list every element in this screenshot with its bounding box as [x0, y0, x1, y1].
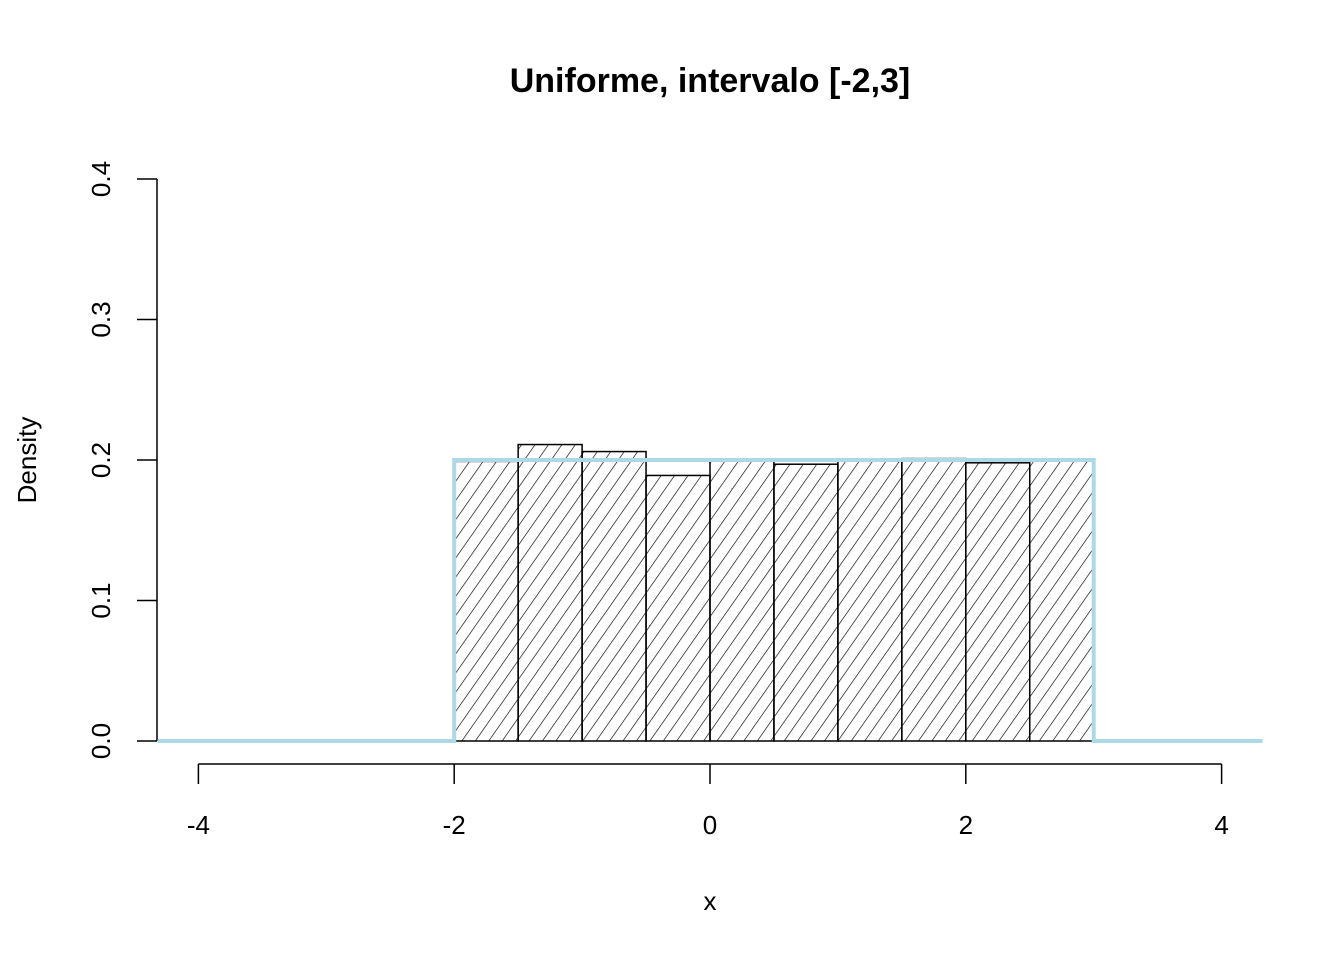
x-tick-label: 4	[1214, 810, 1228, 840]
x-tick-label: 2	[959, 810, 973, 840]
histogram-bar	[645, 474, 711, 742]
chart-title: Uniforme, intervalo [-2,3]	[510, 62, 911, 100]
y-tick-label: 0.0	[86, 723, 116, 759]
y-axis-label: Density	[12, 417, 42, 504]
y-tick-label: 0.1	[86, 582, 116, 618]
y-tick-label: 0.2	[86, 442, 116, 478]
histogram-bar	[837, 459, 903, 742]
y-tick-label: 0.3	[86, 301, 116, 337]
x-axis-label: x	[704, 886, 717, 916]
y-tick-label: 0.4	[86, 161, 116, 197]
x-tick-label: -4	[187, 810, 210, 840]
histogram-bar	[965, 462, 1031, 742]
histogram-bar	[453, 460, 519, 742]
histogram-bar	[901, 457, 967, 742]
histogram-bar	[517, 443, 583, 742]
histogram-bar	[1029, 459, 1095, 742]
density-line	[157, 458, 1263, 743]
histogram-bar	[709, 459, 775, 742]
x-tick-label: -2	[443, 810, 466, 840]
histogram-bar	[773, 463, 839, 742]
x-tick-label: 0	[703, 810, 717, 840]
histogram-bar	[581, 450, 647, 742]
